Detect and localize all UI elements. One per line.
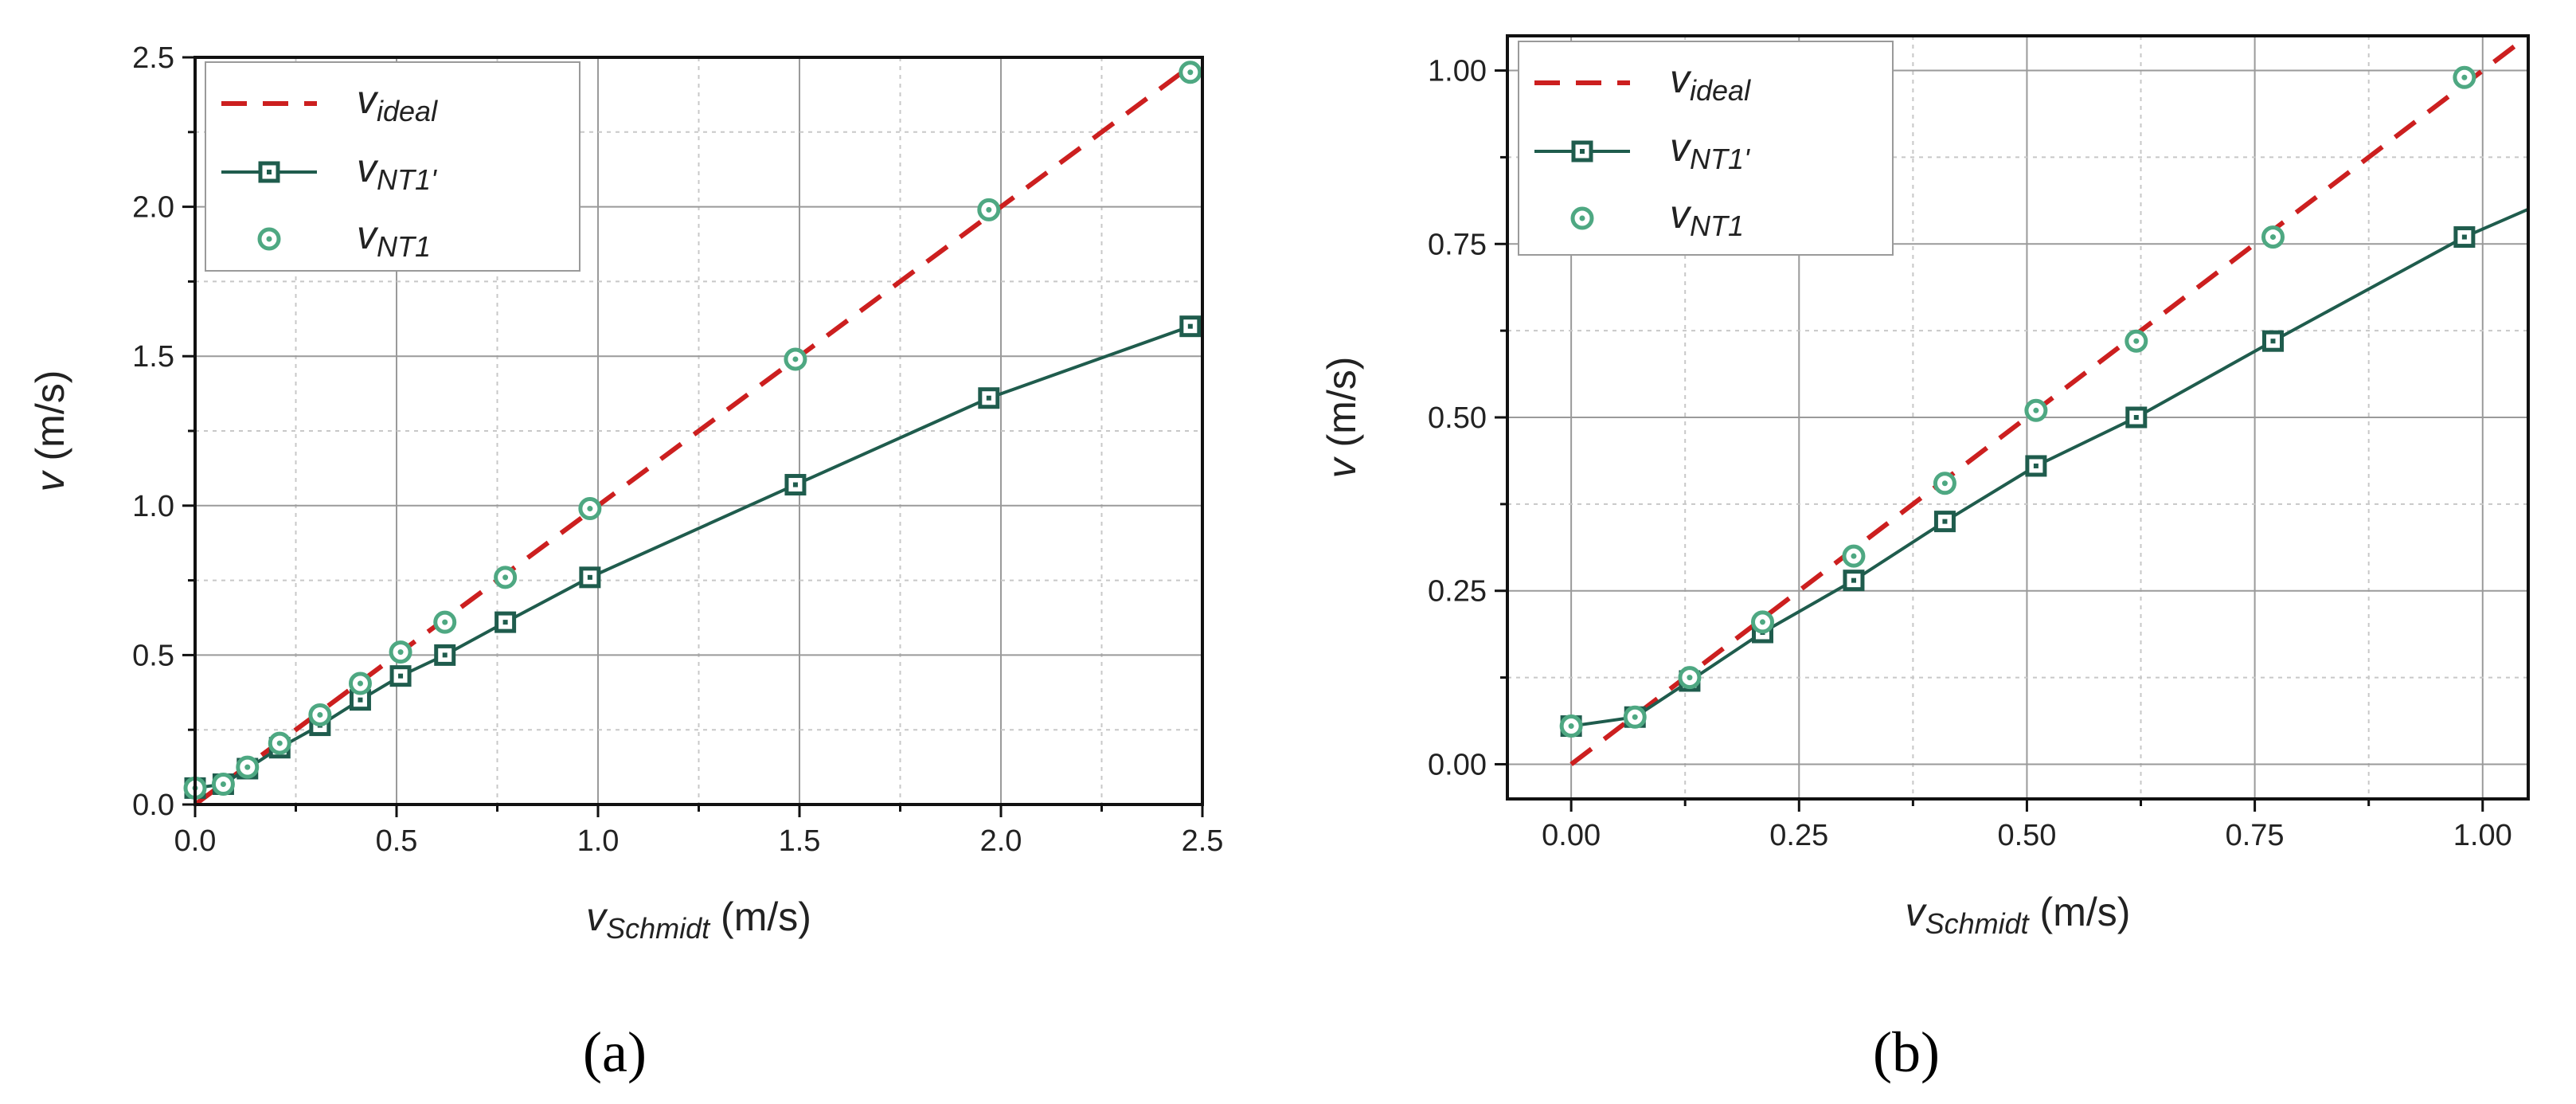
nt1prime-point-center [1942,519,1948,524]
y-tick-label: 2.5 [132,41,174,75]
x-tick-label: 0.0 [174,824,217,858]
legend-marker-center [266,236,272,242]
y-tick-label: 2.0 [132,191,174,225]
nt1-point-center [397,649,404,656]
legend-symbol-nt1 [257,227,281,251]
nt1-point-center [587,506,593,512]
legend-label-nt1: vNT1 [357,213,431,263]
nt1prime-point-center [2270,339,2276,344]
chart-b-nt1prime-series [1560,207,2529,738]
x-tick-label: 0.00 [1542,819,1601,852]
y-tick-label: 0.0 [132,789,174,822]
y-tick-label: 0.25 [1428,575,1487,609]
nt1prime-point-center [442,652,448,658]
x-tick-label: 2.0 [980,824,1022,858]
x-tick-label: 0.5 [376,824,418,858]
nt1-point-center [2461,74,2468,80]
legend-symbol-nt1prime [1534,140,1630,162]
x-tick-label: 0.75 [2226,819,2285,852]
nt1prime-point-center [587,574,592,580]
legend-label-ideal: videal [1670,57,1751,107]
nt1prime-point-center [2133,415,2139,420]
chart-b-legend: videal vNT1' vNT1 [1518,41,1894,256]
y-tick-label: 0.00 [1428,748,1487,781]
nt1-point-center [2033,407,2039,413]
chart-a-caption: (a) [583,1020,647,1084]
chart-b-y-tick-labels: 0.00 0.25 0.50 0.75 1.00 [1428,55,1487,782]
nt1-point-center [220,781,226,787]
x-tick-label: 2.5 [1182,824,1224,858]
nt1-point-center [1187,69,1194,76]
nt1-point-center [502,574,509,581]
legend-label-nt1prime: vNT1' [1670,125,1750,175]
chart-a: 0.0 0.5 1.0 1.5 2.0 2.5 0.0 0.5 1.0 1.5 … [28,41,1223,1084]
nt1-point-center [442,619,448,625]
nt1-point-center [2133,338,2140,344]
chart-b-ideal-series [1569,33,2530,766]
chart-a-axes [182,56,1204,817]
nt1-point-center [357,680,363,687]
chart-b: 0.00 0.25 0.50 0.75 1.00 0.00 0.25 0.50 … [1319,33,2530,1084]
legend-symbol-nt1 [1570,206,1594,230]
nt1prime-point-center [358,697,363,703]
chart-b-x-axis-label: vSchmidt (m/s) [1906,890,2131,940]
chart-a-y-axis-label: v (m/s) [28,370,72,492]
chart-b-x-tick-labels: 0.00 0.25 0.50 0.75 1.00 [1542,819,2512,852]
nt1-point-center [276,740,283,746]
chart-b-nt1-series [1559,65,2476,738]
y-tick-label: 1.5 [132,340,174,374]
nt1prime-point-center [1187,323,1193,329]
nt1-point-center [1632,714,1638,720]
x-tick-label: 1.5 [779,824,821,858]
nt1-point-center [2270,234,2276,241]
nt1prime-point-center [792,482,798,487]
nt1prime-line [194,324,1191,790]
nt1-point-center [317,711,323,718]
nt1prime-point-center [502,620,508,625]
legend-marker-center [1580,149,1585,154]
nt1prime-point-center [398,673,404,679]
y-tick-label: 0.75 [1428,228,1487,261]
nt1-point-center [1851,553,1857,559]
nt1-point-center [792,356,799,362]
nt1prime-point-center [1851,577,1856,583]
chart-a-x-axis-label: vSchmidt (m/s) [586,895,811,945]
nt1prime-point-center [2033,463,2039,468]
legend-symbol-nt1prime [221,161,317,183]
y-tick-label: 0.5 [132,639,174,672]
legend-label-ideal: videal [357,77,438,127]
nt1-point-center [1687,675,1693,681]
nt1prime-point-center [986,395,991,401]
chart-b-caption: (b) [1873,1020,1940,1084]
x-tick-label: 1.00 [2453,819,2512,852]
x-tick-label: 0.50 [1997,819,2056,852]
legend-label-nt1prime: vNT1' [357,146,437,196]
chart-b-y-axis-label: v (m/s) [1319,357,1364,479]
legend-marker-center [1579,215,1585,221]
x-tick-label: 1.0 [577,824,620,858]
chart-a-y-tick-labels: 0.0 0.5 1.0 1.5 2.0 2.5 [132,41,174,822]
nt1-point-center [1941,480,1948,487]
legend-marker-center [267,170,272,174]
y-tick-label: 1.0 [132,490,174,523]
ideal-line [1569,33,2530,766]
nt1prime-point-center [2461,234,2467,240]
chart-a-legend: videal vNT1' vNT1 [205,61,580,272]
legend-label-nt1: vNT1 [1670,192,1744,242]
chart-b-axes [1495,34,2530,812]
nt1-point-center [244,764,251,770]
nt1-point-center [1760,619,1765,625]
x-tick-label: 0.25 [1769,819,1828,852]
chart-a-x-tick-labels: 0.0 0.5 1.0 1.5 2.0 2.5 [174,824,1224,858]
y-tick-label: 0.50 [1428,401,1487,435]
nt1-point-center [1568,723,1574,730]
chart-a-nt1prime-series [184,315,1202,799]
nt1prime-line [1570,207,2529,728]
chart-a-nt1-series [183,61,1202,800]
nt1-point-center [986,206,992,213]
y-tick-label: 1.00 [1428,55,1487,88]
